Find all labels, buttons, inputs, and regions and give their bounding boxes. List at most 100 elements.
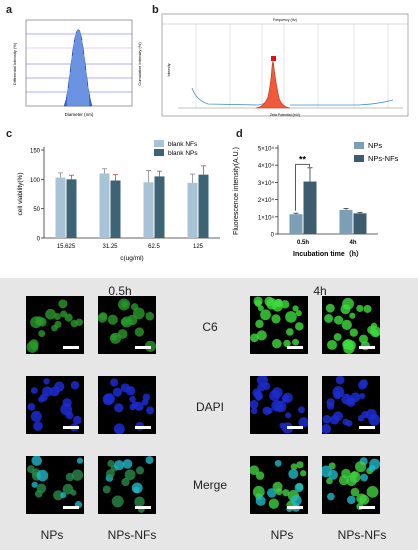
- cell-blob: [132, 307, 145, 320]
- panel-b-ylabel: Intensity: [167, 63, 171, 76]
- scale-bar: [135, 506, 151, 509]
- cell-blob: [64, 313, 73, 322]
- cell-blob: [359, 334, 369, 344]
- cell-blob: [326, 402, 335, 410]
- panel-a-xlabel: Diameter (nm): [65, 112, 94, 117]
- cell-blob: [294, 483, 304, 493]
- cell-blob: [341, 393, 353, 405]
- cell-blob: [145, 456, 154, 465]
- cell-blob: [327, 339, 337, 350]
- cell-blob: [34, 316, 45, 326]
- cell-blob: [340, 304, 351, 315]
- cell-blob: [366, 485, 379, 498]
- bar: [198, 174, 209, 238]
- bar: [303, 181, 317, 234]
- row-label-merge: Merge: [192, 478, 227, 492]
- panel-b-top-label: Frequency (Hz): [273, 18, 297, 22]
- y-tick-label: 2×10⁴: [258, 197, 275, 204]
- cell-blob: [322, 415, 332, 424]
- cell-blob: [250, 465, 260, 476]
- cell-blob: [260, 309, 271, 321]
- cell-blob: [65, 472, 75, 482]
- cell-blob: [262, 406, 272, 416]
- row-label-dapi: DAPI: [195, 400, 224, 414]
- scale-bar: [63, 426, 79, 429]
- y-tick-label: 3×10⁴: [258, 180, 275, 187]
- bar: [143, 182, 154, 238]
- cell-blob: [111, 495, 124, 508]
- scale-bar: [359, 426, 375, 429]
- legend-label: blank NFs: [168, 141, 198, 148]
- significance-marker: **: [299, 154, 307, 164]
- cell-blob: [360, 473, 369, 482]
- bar: [339, 209, 353, 234]
- cell-blob: [71, 469, 84, 481]
- cell-blob: [257, 383, 266, 392]
- cell-blob: [271, 314, 281, 324]
- panel-label-c: c: [6, 128, 13, 140]
- cell-blob: [45, 308, 56, 320]
- zeta-peak-marker: [271, 56, 276, 61]
- cell-blob: [112, 387, 123, 397]
- x-tick-label: 0.5h: [297, 240, 309, 246]
- panel-a-ylabel-right: Cumulative Intensity (%): [137, 42, 142, 86]
- cell-blob: [350, 392, 361, 403]
- micrograph-tile: [250, 296, 308, 354]
- micrograph-tile: [322, 296, 380, 354]
- legend-swatch: [354, 142, 364, 149]
- legend-swatch: [354, 155, 364, 162]
- cell-blob: [290, 495, 302, 506]
- cell-blob: [365, 408, 377, 421]
- cell-blob: [30, 410, 42, 422]
- micrograph-tile: [26, 376, 84, 434]
- micrograph-tile: [322, 376, 380, 434]
- cell-blob: [324, 314, 333, 323]
- cell-blob: [60, 492, 67, 499]
- cell-blob: [274, 459, 282, 467]
- cell-blob: [30, 342, 38, 351]
- cell-blob: [298, 417, 308, 428]
- cell-blob: [114, 403, 124, 413]
- panel-e-microscopy: 0.5h 4h C6 DAPI Merge NPs NPs-NFs NPs NP…: [0, 278, 418, 550]
- y-tick-label: 0: [37, 237, 41, 243]
- row-label-c6: C6: [202, 320, 218, 334]
- cell-blob: [254, 299, 262, 307]
- cell-blob: [131, 401, 139, 408]
- x-axis-label: c(ug/ml): [120, 255, 143, 262]
- cell-blob: [36, 469, 49, 482]
- bar: [55, 177, 66, 238]
- x-tick-label: 125: [193, 244, 204, 250]
- cell-blob: [292, 305, 299, 312]
- cell-blob: [368, 464, 376, 472]
- cell-blob: [356, 304, 364, 313]
- cell-blob: [346, 495, 356, 505]
- cell-blob: [53, 490, 64, 501]
- cell-blob: [341, 319, 352, 330]
- y-axis-label: Fluorescence intensity(A.U.): [233, 147, 240, 235]
- cell-blob: [135, 466, 145, 475]
- x-tick-label: 62.5: [148, 244, 160, 250]
- cell-blob: [325, 303, 335, 313]
- bar: [110, 180, 121, 238]
- panel-b-zeta-potential: Frequency (Hz) Zeta Potential (mV) Inten…: [161, 13, 409, 117]
- cell-blob: [342, 418, 350, 426]
- cell-blob: [65, 411, 74, 420]
- cell-blob: [125, 386, 136, 396]
- micrograph-tile: [250, 456, 308, 514]
- cell-blob: [335, 376, 345, 385]
- scale-bar: [287, 346, 303, 349]
- cell-blob: [70, 381, 80, 390]
- cell-blob: [110, 378, 119, 387]
- cell-blob: [30, 387, 38, 394]
- micrograph-tile: [250, 376, 308, 434]
- scale-bar: [287, 506, 303, 509]
- bar: [289, 214, 303, 234]
- cell-blob: [272, 481, 283, 492]
- cell-blob: [359, 392, 366, 400]
- cell-blob: [34, 489, 43, 498]
- cell-blob: [113, 460, 125, 471]
- cell-blob: [31, 481, 38, 488]
- cell-blob: [283, 339, 291, 348]
- cell-blob: [298, 406, 305, 414]
- scale-bar: [287, 426, 303, 429]
